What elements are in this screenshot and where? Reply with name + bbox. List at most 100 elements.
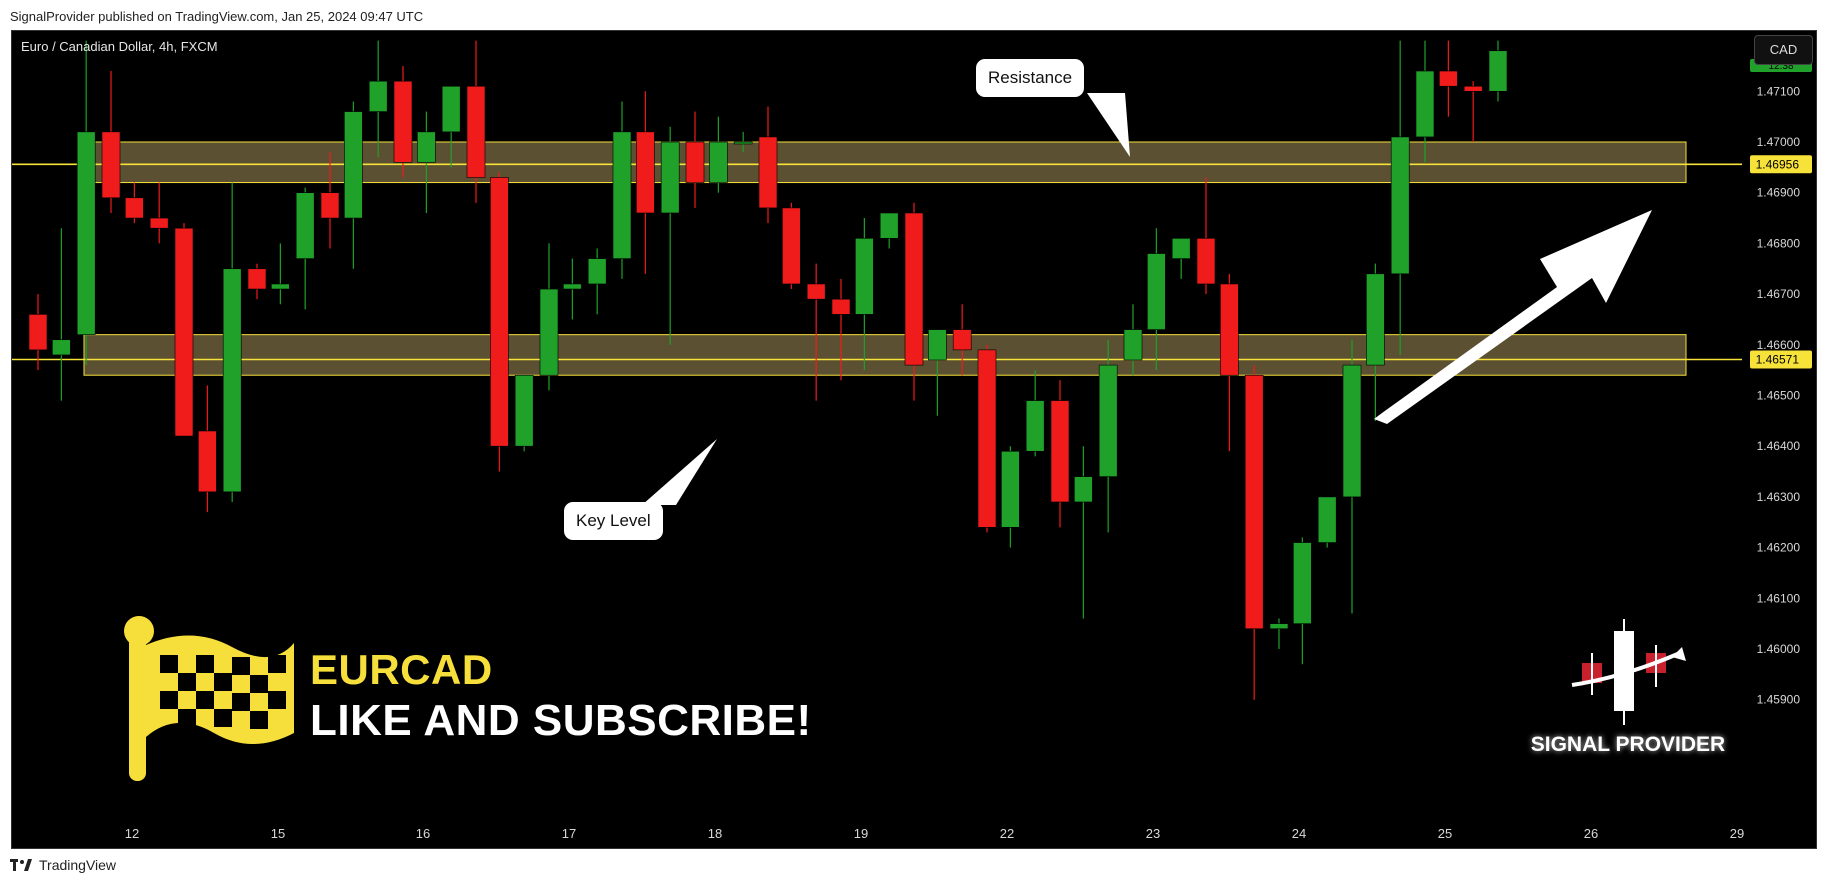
candle bbox=[587, 248, 607, 315]
candle-body bbox=[222, 268, 242, 493]
candle-body bbox=[1342, 364, 1362, 498]
candle-body bbox=[295, 192, 315, 259]
price-label: 1.46956 bbox=[1756, 157, 1800, 171]
candle-body bbox=[417, 131, 436, 163]
candle bbox=[879, 212, 899, 249]
candle bbox=[1001, 446, 1020, 548]
candle-body bbox=[904, 212, 924, 366]
candle-body bbox=[490, 177, 509, 447]
symbol-title: Euro / Canadian Dollar, 4h, FXCM bbox=[21, 39, 218, 54]
candle-body bbox=[782, 207, 801, 285]
time-axis: 12 15 16 17 18 19 22 23 24 25 26 29 bbox=[12, 821, 1816, 848]
time-tick-label: 15 bbox=[271, 826, 285, 841]
price-tick-label: 1.47000 bbox=[1757, 135, 1801, 149]
candlestick-chart[interactable]: 1.47100 1.47000 1.46900 1.46800 1.46700 1.466… bbox=[12, 31, 1816, 848]
candle-body bbox=[1415, 70, 1435, 138]
candle bbox=[1025, 370, 1045, 457]
candle-body bbox=[1269, 623, 1289, 630]
candle-body bbox=[441, 85, 461, 133]
price-tick-label: 1.45900 bbox=[1757, 693, 1801, 707]
candle-body bbox=[855, 238, 874, 315]
price-tick-label: 1.46900 bbox=[1757, 186, 1801, 200]
candle bbox=[1098, 339, 1118, 533]
candle bbox=[758, 106, 778, 224]
candle bbox=[247, 263, 267, 300]
candle bbox=[733, 131, 753, 153]
price-tick-label: 1.46700 bbox=[1757, 287, 1801, 301]
candle-body bbox=[1293, 542, 1312, 624]
tradingview-logo-icon bbox=[10, 859, 32, 871]
publisher-line: SignalProvider published on TradingView.… bbox=[10, 9, 424, 24]
candle-body bbox=[1098, 364, 1118, 477]
candle bbox=[1220, 273, 1239, 452]
time-tick-label: 19 bbox=[854, 826, 868, 841]
candle bbox=[1074, 446, 1093, 619]
time-tick-label: 29 bbox=[1730, 826, 1744, 841]
candle-body bbox=[368, 80, 388, 112]
candle-body bbox=[28, 314, 48, 351]
price-tick-label: 1.46500 bbox=[1757, 389, 1801, 403]
candle bbox=[441, 85, 461, 168]
candle bbox=[563, 258, 582, 320]
candle-body bbox=[733, 141, 753, 145]
currency-button[interactable]: CAD bbox=[1754, 35, 1813, 65]
promo-subscribe: LIKE AND SUBSCRIBE! bbox=[310, 696, 812, 745]
candle bbox=[952, 304, 972, 376]
price-tick-label: 1.46100 bbox=[1757, 591, 1801, 605]
candle bbox=[1196, 177, 1216, 295]
candle bbox=[1317, 496, 1337, 548]
candle bbox=[1123, 304, 1143, 376]
candle bbox=[928, 329, 947, 416]
candle-body bbox=[1001, 450, 1020, 528]
candle-body bbox=[1244, 374, 1264, 630]
candle-body bbox=[1366, 273, 1385, 366]
chart-area[interactable]: 1.47100 1.47000 1.46900 1.46800 1.46700 1.466… bbox=[11, 30, 1817, 849]
candle bbox=[1463, 81, 1483, 142]
candle-body bbox=[685, 141, 705, 183]
price-tick-label: 1.46400 bbox=[1757, 439, 1801, 453]
price-axis: 1.47100 1.47000 1.46900 1.46800 1.46700 1.466… bbox=[1747, 31, 1816, 848]
time-tick-label: 18 bbox=[708, 826, 722, 841]
candle-body bbox=[101, 131, 121, 199]
candle-body bbox=[977, 349, 997, 528]
candle bbox=[368, 40, 388, 158]
candle-body bbox=[636, 131, 655, 214]
candle bbox=[539, 243, 559, 391]
candle bbox=[344, 101, 363, 269]
signal-provider-logo-icon bbox=[1571, 619, 1686, 725]
candle bbox=[52, 228, 71, 401]
candle-body bbox=[514, 374, 534, 447]
price-label-box bbox=[1750, 155, 1812, 174]
candle bbox=[612, 101, 632, 279]
candle bbox=[174, 223, 194, 437]
candle bbox=[1390, 40, 1410, 355]
price-tick-label: 1.46600 bbox=[1757, 338, 1801, 352]
candle-body bbox=[1196, 238, 1216, 285]
candle bbox=[149, 182, 169, 244]
candle-body bbox=[393, 80, 413, 163]
candle-body bbox=[1488, 50, 1508, 92]
candle-body bbox=[198, 430, 217, 493]
tradingview-brand[interactable]: TradingView bbox=[10, 857, 116, 873]
candle bbox=[1171, 238, 1191, 279]
promo-ticker: EURCAD bbox=[310, 646, 493, 693]
candle-body bbox=[928, 329, 947, 361]
candle bbox=[490, 172, 509, 472]
candle-body bbox=[709, 141, 728, 183]
annotations-layer bbox=[642, 93, 1652, 505]
candle bbox=[1293, 537, 1312, 665]
candle bbox=[125, 182, 144, 224]
candle bbox=[271, 243, 290, 305]
candle bbox=[28, 294, 48, 371]
candle bbox=[466, 40, 486, 203]
candle bbox=[101, 71, 121, 213]
candle-body bbox=[1147, 253, 1166, 330]
candle bbox=[320, 152, 340, 249]
candle-body bbox=[563, 283, 582, 290]
candle bbox=[660, 126, 680, 345]
candle-body bbox=[52, 339, 71, 356]
current-price-tag-label: 12:38 bbox=[1768, 61, 1793, 72]
candle bbox=[1439, 40, 1458, 117]
candle-body bbox=[125, 197, 144, 219]
price-label-box bbox=[1750, 350, 1812, 369]
